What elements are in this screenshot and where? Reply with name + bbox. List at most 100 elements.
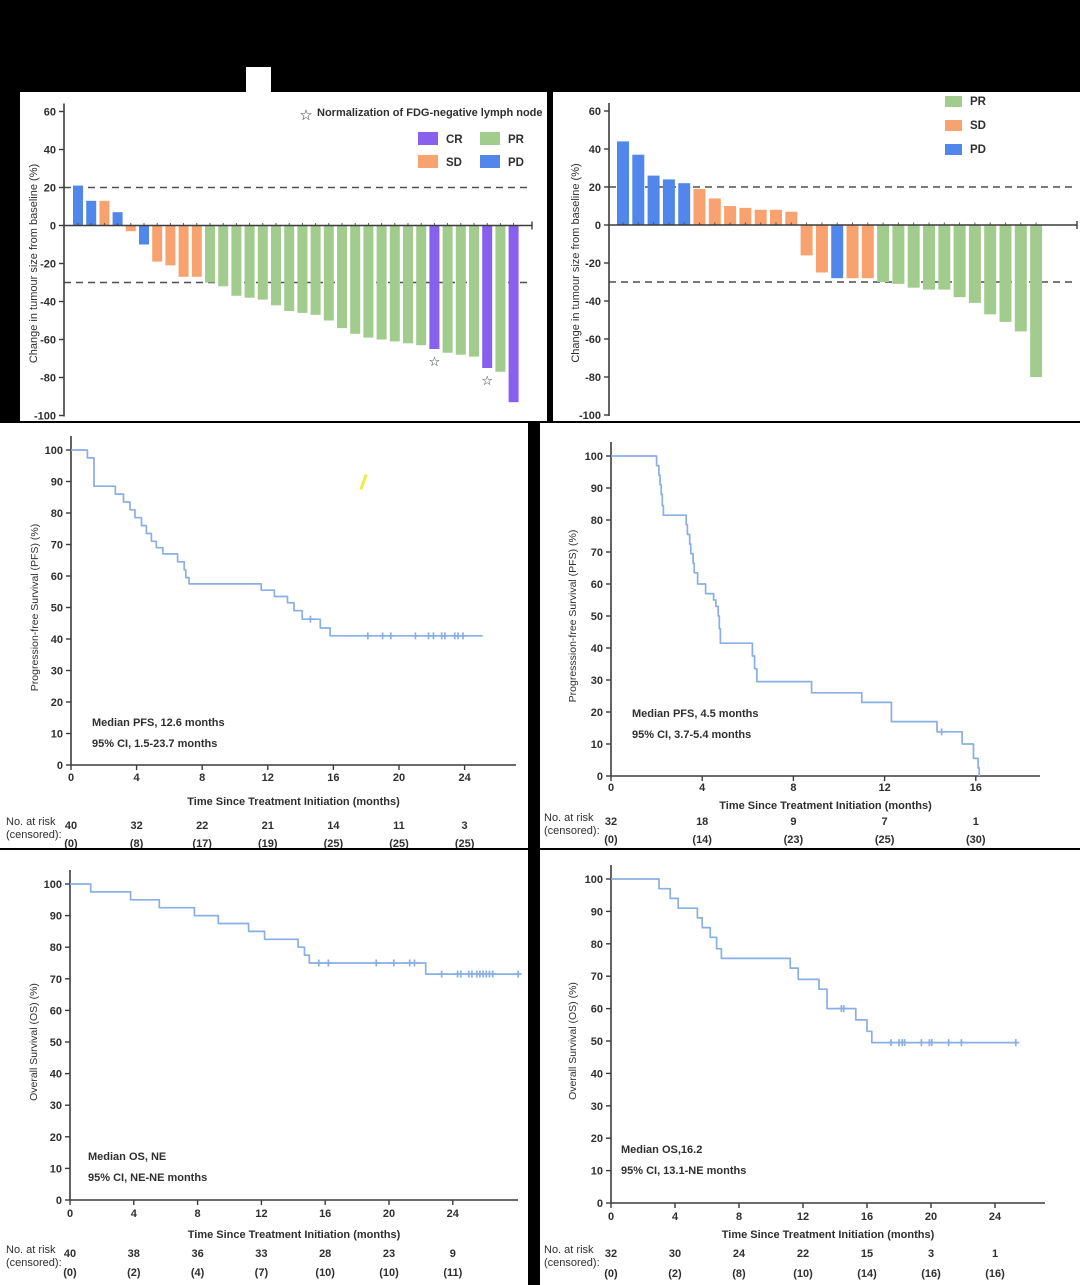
svg-text:SD: SD bbox=[970, 120, 986, 132]
svg-text:16: 16 bbox=[970, 782, 982, 794]
panel-km-os-left: 0 10 20 30 40 50 60 70 80 90 100 0 4 8 12 16 20 24 Time Si… bbox=[0, 850, 528, 1285]
svg-text:12: 12 bbox=[255, 1208, 267, 1220]
svg-text:12: 12 bbox=[797, 1211, 809, 1223]
svg-text:60: 60 bbox=[51, 571, 63, 583]
svg-text:-60: -60 bbox=[40, 335, 56, 347]
svg-text:12: 12 bbox=[878, 782, 890, 794]
svg-text:Median PFS, 12.6 months: Median PFS, 12.6 months bbox=[92, 717, 225, 729]
panel-waterfall-best-response-left: 60 40 20 0 -20 -40 -60 -80 -100 Change in tumour … bbox=[20, 92, 547, 421]
panel-km-os-right: 0 10 20 30 40 50 60 70 80 90 100 0 4 8 12 16 20 24 Time Si… bbox=[540, 850, 1080, 1285]
svg-text:Change in tumour size from bas: Change in tumour size from baseline (%) bbox=[28, 164, 40, 363]
svg-text:28: 28 bbox=[319, 1248, 331, 1260]
svg-text:40: 40 bbox=[591, 1068, 603, 1080]
svg-text:(30): (30) bbox=[966, 834, 986, 846]
svg-text:7: 7 bbox=[882, 816, 888, 828]
svg-text:-40: -40 bbox=[585, 296, 601, 308]
svg-text:(25): (25) bbox=[324, 838, 344, 848]
svg-text:90: 90 bbox=[51, 477, 63, 489]
svg-text:11: 11 bbox=[393, 820, 405, 832]
svg-text:20: 20 bbox=[393, 772, 405, 784]
svg-text:☆: ☆ bbox=[481, 373, 493, 388]
svg-text:PR: PR bbox=[970, 96, 987, 108]
svg-text:60: 60 bbox=[50, 1005, 62, 1017]
svg-text:SD: SD bbox=[446, 157, 462, 169]
svg-text:100: 100 bbox=[585, 451, 603, 463]
svg-text:0: 0 bbox=[68, 772, 74, 784]
svg-text:PD: PD bbox=[508, 157, 524, 169]
svg-text:1: 1 bbox=[973, 816, 979, 828]
svg-text:9: 9 bbox=[790, 816, 796, 828]
svg-text:30: 30 bbox=[669, 1248, 681, 1260]
svg-text:30: 30 bbox=[50, 1100, 62, 1112]
svg-text:(11): (11) bbox=[443, 1267, 462, 1279]
svg-text:40: 40 bbox=[589, 144, 601, 156]
svg-text:30: 30 bbox=[591, 675, 603, 687]
svg-text:No. at risk: No. at risk bbox=[6, 1244, 56, 1256]
svg-text:0: 0 bbox=[56, 1195, 62, 1207]
svg-text:-40: -40 bbox=[40, 297, 56, 309]
svg-text:(10): (10) bbox=[793, 1268, 813, 1280]
svg-text:30: 30 bbox=[51, 666, 63, 678]
svg-text:(0): (0) bbox=[604, 1268, 618, 1280]
svg-text:50: 50 bbox=[50, 1037, 62, 1049]
svg-text:Median PFS, 4.5 months: Median PFS, 4.5 months bbox=[632, 708, 759, 720]
svg-text:80: 80 bbox=[591, 515, 603, 527]
svg-text:16: 16 bbox=[319, 1208, 331, 1220]
svg-text:70: 70 bbox=[50, 974, 62, 986]
svg-text:0: 0 bbox=[67, 1208, 73, 1220]
svg-text:-100: -100 bbox=[34, 411, 56, 422]
svg-text:80: 80 bbox=[51, 508, 63, 520]
svg-text:-20: -20 bbox=[585, 258, 601, 270]
svg-text:(censored):: (censored): bbox=[6, 829, 62, 841]
svg-text:(8): (8) bbox=[732, 1268, 746, 1280]
waterfall-right-chart: 60 40 20 0 -20 -40 -60 -80 -100 Change in tumour … bbox=[570, 96, 1078, 421]
svg-text:18: 18 bbox=[696, 816, 708, 828]
svg-text:Overall Survival (OS) (%): Overall Survival (OS) (%) bbox=[567, 982, 579, 1100]
svg-text:8: 8 bbox=[195, 1208, 201, 1220]
km-pfs-left-chart: 0 10 20 30 40 50 60 70 80 90 100 0 4 8 12 16 20 24 Time Si… bbox=[6, 436, 516, 848]
svg-text:0: 0 bbox=[57, 760, 63, 772]
svg-text:(19): (19) bbox=[258, 838, 278, 848]
svg-text:0: 0 bbox=[597, 771, 603, 783]
panel-waterfall-best-response-right: 60 40 20 0 -20 -40 -60 -80 -100 Change in tumour … bbox=[553, 92, 1080, 421]
svg-text:60: 60 bbox=[591, 579, 603, 591]
svg-text:20: 20 bbox=[591, 707, 603, 719]
svg-text:23: 23 bbox=[383, 1248, 395, 1260]
svg-text:(23): (23) bbox=[784, 834, 804, 846]
svg-text:40: 40 bbox=[51, 634, 63, 646]
svg-text:20: 20 bbox=[44, 183, 56, 195]
svg-text:60: 60 bbox=[589, 106, 601, 118]
svg-text:14: 14 bbox=[327, 820, 340, 832]
svg-text:No. at risk: No. at risk bbox=[544, 1244, 594, 1256]
svg-text:33: 33 bbox=[255, 1248, 267, 1260]
svg-text:95% CI, 1.5-23.7 months: 95% CI, 1.5-23.7 months bbox=[92, 738, 217, 750]
svg-text:20: 20 bbox=[591, 1133, 603, 1145]
svg-text:(censored):: (censored): bbox=[6, 1257, 62, 1269]
svg-text:24: 24 bbox=[447, 1208, 460, 1220]
svg-text:38: 38 bbox=[128, 1248, 140, 1260]
svg-text:3: 3 bbox=[462, 820, 468, 832]
svg-text:40: 40 bbox=[591, 643, 603, 655]
svg-text:95% CI, 3.7-5.4 months: 95% CI, 3.7-5.4 months bbox=[632, 729, 751, 741]
svg-text:Time Since Treatment Initiatio: Time Since Treatment Initiation (months) bbox=[187, 796, 400, 808]
svg-text:(25): (25) bbox=[389, 838, 409, 848]
svg-text:20: 20 bbox=[589, 182, 601, 194]
svg-text:50: 50 bbox=[591, 611, 603, 623]
svg-text:Overall Survival (OS) (%): Overall Survival (OS) (%) bbox=[28, 983, 40, 1101]
svg-text:4: 4 bbox=[134, 772, 141, 784]
waterfall-left-chart: 60 40 20 0 -20 -40 -60 -80 -100 Change in tumour … bbox=[28, 103, 543, 422]
svg-text:24: 24 bbox=[733, 1248, 746, 1260]
svg-text:10: 10 bbox=[591, 739, 603, 751]
svg-text:8: 8 bbox=[736, 1211, 742, 1223]
svg-text:60: 60 bbox=[44, 107, 56, 119]
km-pfs-right-chart: 0 10 20 30 40 50 60 70 80 90 100 0 4 8 12 16 Time Since … bbox=[544, 442, 1040, 846]
svg-text:1: 1 bbox=[992, 1248, 998, 1260]
svg-text:80: 80 bbox=[591, 939, 603, 951]
svg-text:95% CI, NE-NE months: 95% CI, NE-NE months bbox=[88, 1172, 207, 1184]
panel-km-pfs-left: 0 10 20 30 40 50 60 70 80 90 100 0 4 8 12 16 20 24 Time Si… bbox=[0, 423, 528, 848]
svg-text:(16): (16) bbox=[921, 1268, 941, 1280]
svg-text:24: 24 bbox=[989, 1211, 1002, 1223]
svg-text:8: 8 bbox=[199, 772, 205, 784]
svg-text:-80: -80 bbox=[585, 372, 601, 384]
